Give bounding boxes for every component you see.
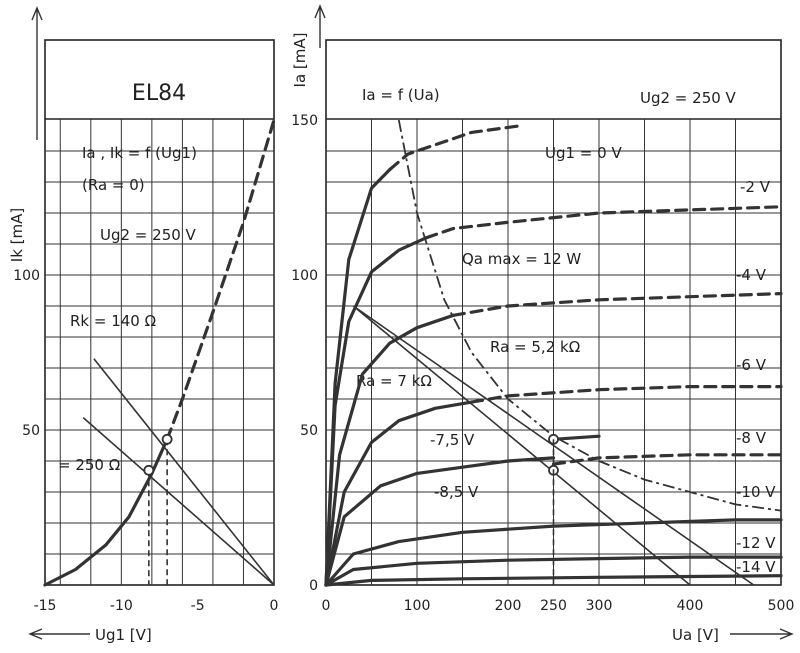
right-curve-label-10-v: -10 V xyxy=(736,483,776,501)
left-chart-title: EL84 xyxy=(132,81,186,106)
right-x-axis-arrow xyxy=(730,628,794,640)
left-operating-point xyxy=(143,464,155,476)
right-curve-label-12-v: -12 V xyxy=(736,534,776,552)
right-series-4-v-dashed xyxy=(451,292,783,317)
left-annotation-ra: (Ra = 0) xyxy=(82,176,145,194)
right-ticks: 0 100 200 250 300 400 500 0 50 100 150 xyxy=(291,113,794,614)
right-y-tick-label: 50 xyxy=(300,423,318,439)
right-curve-label-14-v: -14 V xyxy=(736,558,776,576)
right-y-tick-label: 0 xyxy=(309,578,318,594)
left-x-tick-label: -15 xyxy=(34,598,57,614)
right-curve-label-4-v: -4 V xyxy=(736,266,767,284)
right-series-8-5-v xyxy=(551,453,783,466)
left-series-250 xyxy=(82,416,275,586)
right-y-axis-label: Ia [mA] xyxy=(291,33,309,88)
right-series-6-v-dashed xyxy=(470,385,783,404)
right-chart-title: Ia = f (Ua) xyxy=(362,86,440,104)
right-series-2-v-solid xyxy=(324,236,428,587)
left-grid xyxy=(45,119,275,585)
right-series-7-5-v xyxy=(551,434,601,441)
right-series-4-v-solid xyxy=(324,313,455,587)
left-annotation-ug2: Ug2 = 250 V xyxy=(100,226,197,244)
right-series-ra-7-k xyxy=(352,305,691,586)
right-series-2-v-dashed xyxy=(424,205,783,240)
left-y-axis-label: Ik [mA] xyxy=(8,208,26,262)
right-curve-label-ug1-0-v: Ug1 = 0 V xyxy=(545,144,622,162)
right-curve-label-2-v: -2 V xyxy=(740,178,771,196)
right-y-tick-label: 100 xyxy=(291,268,318,284)
left-series-ug2-250-v-dashed xyxy=(165,118,276,441)
right-series-8-v xyxy=(324,456,556,587)
left-operating-point xyxy=(161,433,173,445)
left-y-axis-arrow xyxy=(31,6,43,140)
right-annotation-ra52: Ra = 5,2 kΩ xyxy=(490,338,580,356)
left-x-axis-arrow xyxy=(28,628,90,640)
right-grid xyxy=(326,119,781,585)
right-series-ra-5-2-k xyxy=(352,305,755,586)
right-series-6-v-solid xyxy=(324,400,474,587)
left-y-tick-label: 50 xyxy=(22,423,40,439)
left-series-rk-140 xyxy=(93,358,275,586)
right-x-tick-label: 400 xyxy=(677,598,704,614)
right-x-tick-label: 250 xyxy=(540,598,567,614)
right-series-14-v xyxy=(324,574,783,587)
right-series-10-v xyxy=(324,518,783,587)
right-x-axis-label: Ua [V] xyxy=(672,626,719,644)
left-x-tick-label: -10 xyxy=(110,598,133,614)
left-marks xyxy=(43,118,276,587)
right-marks: Ug1 = 0 V -2 V -4 V -6 V -7,5 V -8 V -8,5 V -10… xyxy=(324,119,783,587)
right-curve-label-8-5-v: -8,5 V xyxy=(434,483,479,501)
left-annotation-rk140: Rk = 140 Ω xyxy=(70,312,156,330)
left-y-tick-label: 100 xyxy=(13,268,40,284)
right-x-tick-label: 0 xyxy=(322,598,331,614)
left-annotation-rk250: = 250 Ω xyxy=(58,456,120,474)
right-curve-label-7-5-v: -7,5 V xyxy=(430,431,475,449)
right-series-12-v xyxy=(324,555,783,587)
right-curve-label-8-v: -8 V xyxy=(736,429,767,447)
right-x-tick-label: 300 xyxy=(586,598,613,614)
left-x-tick-label: -5 xyxy=(191,598,205,614)
right-x-tick-label: 100 xyxy=(404,598,431,614)
right-annotation-qamax: Qa max = 12 W xyxy=(462,250,581,268)
right-series-ug1-0-v-dashed xyxy=(388,124,519,172)
right-y-tick-label: 150 xyxy=(291,113,318,129)
left-ticks: -15 -10 -5 0 50 100 xyxy=(13,268,278,614)
right-annotation-ug2: Ug2 = 250 V xyxy=(640,89,737,107)
left-annotation-func: Ia , Ik = f (Ug1) xyxy=(82,144,197,162)
left-series-ug2-250-v-solid xyxy=(43,437,169,587)
right-curve-label-6-v: -6 V xyxy=(736,356,767,374)
left-x-tick-label: 0 xyxy=(270,598,279,614)
left-x-axis-label: Ug1 [V] xyxy=(95,626,152,644)
right-x-tick-label: 500 xyxy=(768,598,795,614)
right-y-axis-arrow xyxy=(314,4,326,48)
right-annotation-ra7: Ra = 7 kΩ xyxy=(356,372,432,390)
right-x-tick-label: 200 xyxy=(495,598,522,614)
